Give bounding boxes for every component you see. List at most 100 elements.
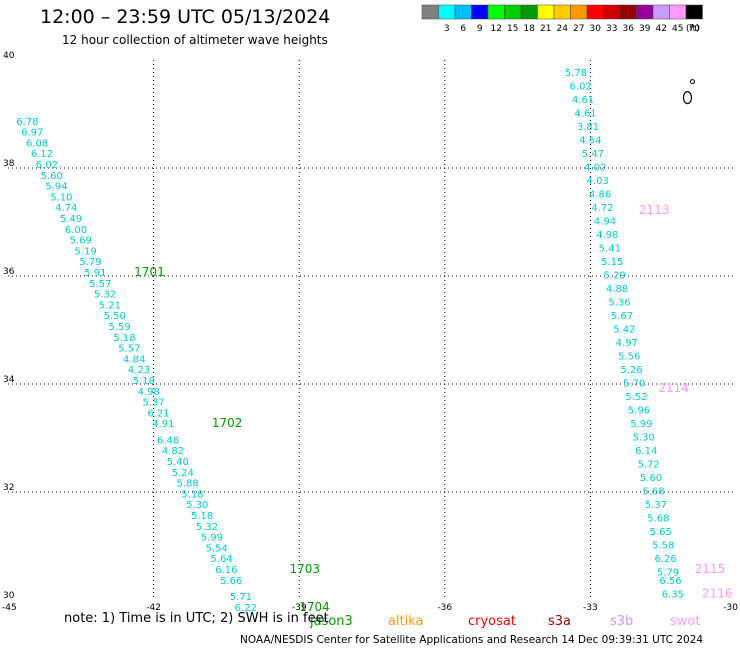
wave-height-value: 5.64 <box>210 554 232 565</box>
wave-height-value: 5.47 <box>582 149 604 160</box>
legend-label: 21 <box>540 24 551 34</box>
wave-height-value: 5.71 <box>230 592 252 603</box>
wave-height-value: 5.10 <box>50 192 72 203</box>
legend-label: 6 <box>460 24 466 34</box>
latitude-tick-label: 34 <box>3 375 15 385</box>
axis-tick-labels: -45 -42 -39 -36 -33 -30 40 38 36 34 32 30 <box>2 51 738 613</box>
legend-swatch <box>537 4 555 20</box>
wave-height-value: 5.68 <box>647 514 669 525</box>
wave-height-value: 5.24 <box>172 468 194 479</box>
satellite-label-s3b: s3b <box>610 614 633 629</box>
wave-height-value: 5.26 <box>621 365 643 376</box>
credit-text: NOAA/NESDIS Center for Satellite Applica… <box>240 634 704 646</box>
legend-label: 18 <box>524 24 536 34</box>
wave-height-value: 4.94 <box>594 217 616 228</box>
pass-number-label: 1702 <box>212 416 243 430</box>
wave-height-value: 6.14 <box>635 446 657 457</box>
legend-label: 15 <box>507 24 518 34</box>
wave-height-value: 5.99 <box>630 419 652 430</box>
legend-unit: (ft) <box>686 24 700 34</box>
legend-swatch <box>652 4 670 20</box>
wave-height-value: 5.60 <box>640 473 662 484</box>
legend-label: 33 <box>606 24 617 34</box>
wave-height-value: 5.18 <box>191 511 213 522</box>
legend-swatch <box>438 4 456 20</box>
wave-height-value: 5.78 <box>565 68 587 79</box>
wave-height-value: 5.58 <box>652 541 674 552</box>
legend-swatch <box>669 4 687 20</box>
map-title: 12:00 – 23:59 UTC 05/13/2024 <box>40 6 331 28</box>
wave-height-value: 5.32 <box>94 290 116 301</box>
wave-height-value: 5.91 <box>84 268 106 279</box>
wave-height-value: 4.61 <box>574 109 596 120</box>
wave-height-value: 4.23 <box>128 365 150 376</box>
longitude-tick-label: -39 <box>292 603 307 613</box>
wave-height-value: 6.26 <box>654 554 676 565</box>
satellite-legend: jason3 altika cryosat s3a s3b swot <box>309 614 700 629</box>
wave-height-value: 5.66 <box>220 576 242 587</box>
wave-height-value: 4.98 <box>138 387 160 398</box>
legend-label: 27 <box>573 24 584 34</box>
wave-height-value: 4.97 <box>616 338 638 349</box>
legend-swatch <box>619 4 637 20</box>
pass-number-label: 2115 <box>695 562 726 576</box>
legend-swatch <box>636 4 654 20</box>
satellite-label-jason3: jason3 <box>309 614 353 629</box>
wave-height-value: 5.30 <box>633 433 655 444</box>
satellite-label-altika: altika <box>388 614 424 629</box>
wave-height-color-legend: 3 6 9 12 15 18 21 24 27 30 33 36 39 42 45 70(ft) <box>421 4 703 34</box>
wave-height-value: 5.50 <box>104 311 126 322</box>
track-swot: 5.78 6.02 4.61 4.61 3.81 4.54 5.47 4.02 4.03 4.86… <box>565 68 733 600</box>
pass-number-label: 2116 <box>702 586 733 600</box>
wave-height-value: 5.21 <box>99 300 121 311</box>
lat-lon-grid <box>8 60 736 600</box>
legend-swatch <box>454 4 472 20</box>
altimeter-tracks: 6.786.976.086.126.025.605.945.104.745.49… <box>16 68 732 614</box>
wave-height-value: 5.65 <box>650 527 672 538</box>
wave-height-value: 5.18 <box>181 489 203 500</box>
wave-height-value: 6.00 <box>65 225 87 236</box>
legend-label: 39 <box>639 24 651 34</box>
note-text: note: 1) Time is in UTC; 2) SWH is in fe… <box>64 611 329 626</box>
island-outline <box>682 90 693 105</box>
legend-swatch <box>520 4 538 20</box>
wave-height-value: 5.37 <box>142 398 164 409</box>
satellite-label-swot: swot <box>670 614 700 629</box>
wave-height-value: 3.81 <box>577 122 599 133</box>
map-subtitle: 12 hour collection of altimeter wave hei… <box>62 33 328 47</box>
wave-height-value: 5.18 <box>133 376 155 387</box>
legend-swatch <box>553 4 571 20</box>
wave-height-value: 5.57 <box>89 279 111 290</box>
legend-swatch <box>586 4 604 20</box>
legend-swatch <box>421 4 439 20</box>
wave-height-value: 5.30 <box>186 500 208 511</box>
pass-number-label: 2113 <box>639 203 670 217</box>
wave-height-value: 5.70 <box>623 379 645 390</box>
wave-height-value: 6.78 <box>16 117 38 128</box>
wave-height-value: 6.02 <box>36 160 58 171</box>
track-jason3: 6.786.976.086.126.025.605.945.104.745.49… <box>16 117 329 614</box>
longitude-tick-label: -45 <box>2 603 17 613</box>
longitude-tick-label: -33 <box>583 603 598 613</box>
wave-height-value: 4.82 <box>162 446 184 457</box>
pass-number-label: 1704 <box>299 600 330 614</box>
islet-outline <box>689 79 695 85</box>
wave-height-value: 4.88 <box>606 284 628 295</box>
latitude-tick-label: 30 <box>3 591 15 601</box>
wave-height-value: 5.69 <box>70 236 92 247</box>
wave-height-value: 5.99 <box>201 533 223 544</box>
wave-height-value: 4.86 <box>589 190 611 201</box>
pass-number-label: 1701 <box>134 265 165 279</box>
wave-height-value: 5.56 <box>618 352 640 363</box>
legend-label: 36 <box>623 24 635 34</box>
legend-label: 30 <box>590 24 602 34</box>
wave-height-value: 5.79 <box>657 568 679 579</box>
wave-height-value: 5.49 <box>60 214 82 225</box>
legend-label: 9 <box>477 24 483 34</box>
wave-height-value: 6.08 <box>26 138 48 149</box>
wave-height-value: 6.21 <box>147 408 169 419</box>
wave-height-value: 5.15 <box>601 257 623 268</box>
wave-height-value: 5.68 <box>642 487 664 498</box>
legend-label: 12 <box>491 24 502 34</box>
